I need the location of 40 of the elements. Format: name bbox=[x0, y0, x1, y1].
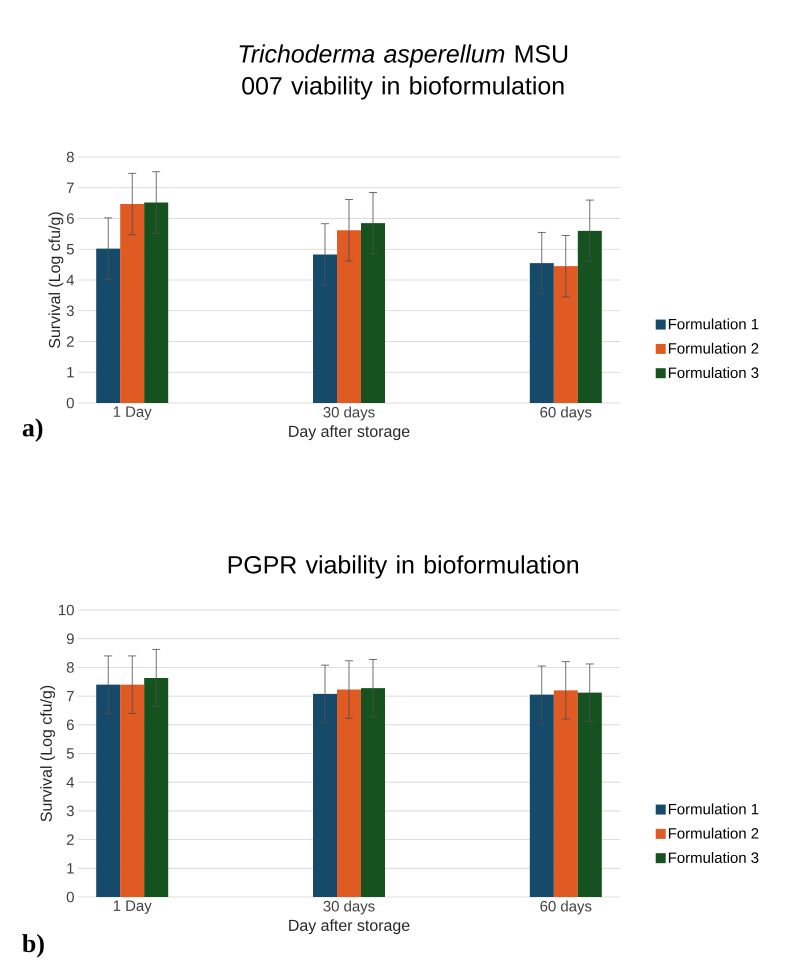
y-tick-label: 0 bbox=[66, 892, 74, 902]
x-axis-title: Day after storage bbox=[289, 425, 410, 440]
y-tick-label: 6 bbox=[66, 213, 74, 224]
x-tick-label: 1 Day bbox=[114, 406, 152, 420]
y-tick-label: 10 bbox=[59, 604, 74, 616]
legend-label: Formulation 2 bbox=[668, 342, 758, 354]
y-tick-label: 2 bbox=[66, 834, 74, 845]
x-tick-label: 60 days bbox=[540, 900, 592, 914]
x-tick-label: 1 Day bbox=[114, 900, 152, 914]
y-tick-label: 2 bbox=[66, 336, 74, 347]
y-tick-label: 5 bbox=[66, 748, 74, 759]
y-tick-label: 1 bbox=[67, 863, 74, 874]
legend-label: Formulation 3 bbox=[668, 367, 758, 378]
y-tick-label: 6 bbox=[66, 720, 74, 730]
y-tick-label: 7 bbox=[66, 690, 74, 702]
y-tick-label: 4 bbox=[66, 777, 74, 788]
x-tick-label: 60 days bbox=[540, 406, 592, 420]
chart-title: Trichoderma asperellum MSU 007 viability in bioformulation bbox=[240, 44, 568, 100]
legend-label: Formulation 1 bbox=[668, 803, 758, 814]
y-tick-label: 5 bbox=[66, 244, 74, 254]
x-axis-title: Day after storage bbox=[289, 919, 410, 934]
y-tick-label: 8 bbox=[66, 152, 74, 162]
y-axis-title: Survival (Log cfu/g) bbox=[40, 686, 56, 822]
y-tick-label: 4 bbox=[66, 274, 74, 286]
y-tick-label: 9 bbox=[66, 633, 74, 644]
y-tick-label: 8 bbox=[66, 662, 74, 673]
x-tick-label: 30 days bbox=[323, 406, 375, 420]
y-tick-label: 3 bbox=[66, 806, 74, 816]
y-tick-label: 7 bbox=[66, 182, 74, 193]
legend-label: Formulation 3 bbox=[668, 852, 758, 863]
y-axis-title: Survival (Log cfu/g) bbox=[48, 212, 64, 348]
text: b) bbox=[22, 934, 44, 958]
legend-label: Formulation 2 bbox=[668, 828, 758, 839]
text: a) bbox=[22, 418, 42, 442]
y-tick-label: 0 bbox=[66, 398, 74, 408]
x-tick-label: 30 days bbox=[323, 900, 375, 914]
chart-title: PGPR viability in bioformulation bbox=[228, 555, 578, 579]
legend-label: Formulation 1 bbox=[668, 318, 758, 330]
y-tick-label: 3 bbox=[66, 305, 74, 316]
y-tick-label: 1 bbox=[67, 367, 74, 378]
